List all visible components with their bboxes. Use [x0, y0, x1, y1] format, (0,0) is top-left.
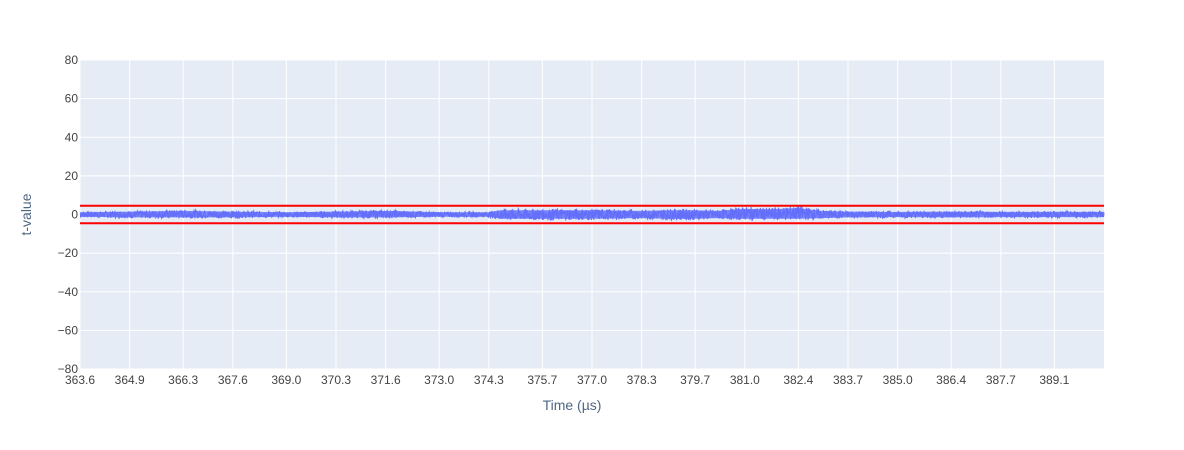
- x-tick-label: 377.0: [577, 373, 607, 387]
- x-tick-label: 379.7: [680, 373, 710, 387]
- x-tick-label: 387.7: [986, 373, 1016, 387]
- series-line: [79, 205, 1105, 222]
- x-tick-label: 363.6: [65, 373, 95, 387]
- x-tick-label: 374.3: [474, 373, 504, 387]
- x-tick-label: 370.3: [321, 373, 351, 387]
- y-tick-label: 20: [65, 169, 79, 183]
- x-tick-label: 367.6: [218, 373, 248, 387]
- y-tick-label: −60: [58, 323, 79, 337]
- x-tick-label: 371.6: [371, 373, 401, 387]
- x-tick-label: 364.9: [115, 373, 145, 387]
- y-tick-label: −20: [58, 246, 79, 260]
- x-tick-label: 369.0: [271, 373, 301, 387]
- x-tick-label: 386.4: [936, 373, 966, 387]
- x-tick-label: 378.3: [627, 373, 657, 387]
- y-tick-label: 80: [65, 53, 79, 67]
- x-axis-title: Time (µs): [543, 397, 602, 413]
- y-tick-label: −80: [58, 362, 79, 376]
- threshold-lines: [80, 204, 1104, 225]
- y-axis-title: t-value: [18, 193, 34, 235]
- y-tick-label: 40: [65, 130, 79, 144]
- x-tick-label: 389.1: [1039, 373, 1069, 387]
- y-tick-labels: 80 60 40 20 0 −20 −40 −60 −80: [58, 53, 79, 376]
- x-tick-label: 373.0: [424, 373, 454, 387]
- x-tick-label: 383.7: [833, 373, 863, 387]
- y-tick-label: 60: [65, 92, 79, 106]
- x-tick-label: 381.0: [730, 373, 760, 387]
- x-tick-labels: 363.6 364.9 366.3 367.6 369.0 370.3 371.6 373.0…: [65, 373, 1070, 387]
- y-tick-label: −40: [58, 285, 79, 299]
- y-tick-label: 0: [71, 208, 78, 222]
- series-layer: [79, 205, 1105, 222]
- x-tick-label: 366.3: [168, 373, 198, 387]
- x-tick-label: 385.0: [883, 373, 913, 387]
- x-tick-label: 375.7: [527, 373, 557, 387]
- x-tick-label: 382.4: [783, 373, 813, 387]
